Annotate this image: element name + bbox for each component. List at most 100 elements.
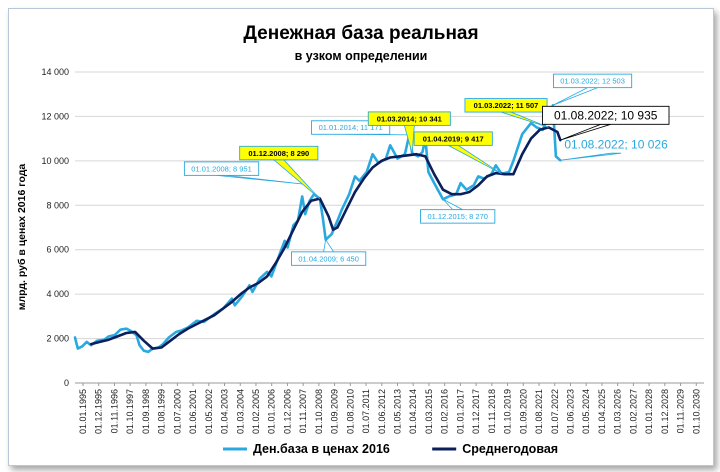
x-tick-label: 01.07.2022 — [550, 389, 560, 434]
annotation-pointer — [272, 159, 321, 200]
x-tick-label: 01.10.2019 — [503, 389, 513, 434]
annotation-box — [183, 161, 260, 176]
x-tick-label: 01.08.2021 — [534, 389, 544, 434]
x-tick-label: 01.11.2029 — [676, 389, 686, 433]
x-tick-label: 01.04.2003 — [220, 389, 230, 434]
annotation-box — [553, 73, 633, 89]
x-tick-label: 01.02.2016 — [440, 389, 450, 434]
annotation-label: 01.01.2014; 11 171 — [319, 123, 383, 132]
x-tick-label: 01.12.2028 — [660, 389, 670, 434]
annotation-label: 01.08.2022; 10 026 — [564, 138, 668, 152]
annotation-pointer — [552, 87, 598, 106]
x-tick-label: 01.06.2012 — [377, 389, 387, 434]
annotation-label: 01.08.2022; 10 935 — [554, 109, 658, 123]
y-tick-label: 14 000 — [41, 67, 69, 77]
chart: Денежная база реальная в узком определен… — [16, 23, 704, 456]
x-tick-label: 01.09.2009 — [330, 389, 340, 434]
legend: Ден.база в ценах 2016 Среднегодовая — [223, 442, 558, 456]
x-tick-label: 01.02.2005 — [251, 389, 261, 434]
x-tick-label: 01.10.1997 — [125, 389, 135, 434]
legend-label: Ден.база в ценах 2016 — [253, 442, 390, 456]
x-tick-label: 01.10.2030 — [691, 389, 701, 434]
annotation-label: 01.01.2008; 8 951 — [191, 164, 251, 173]
annotation: 01.08.2022; 10 935 — [541, 105, 670, 141]
x-tick-label: 01.10.2008 — [314, 389, 324, 434]
x-tick-label: 01.07.2011 — [361, 389, 371, 433]
x-tick-label: 01.05.2024 — [581, 389, 591, 434]
annotation-label: 01.12.2015; 8 270 — [427, 212, 487, 221]
x-tick-label: 01.05.2002 — [204, 389, 214, 434]
annotation-label: 01.04.2019; 9 417 — [423, 134, 484, 143]
annotation: 01.03.2022; 11 507 — [464, 98, 549, 128]
x-tick-label: 01.11.2018 — [487, 389, 497, 433]
annotation-box — [464, 98, 548, 113]
x-tick-label: 01.02.2027 — [628, 389, 638, 434]
y-tick-label: 0 — [64, 378, 69, 388]
x-tick-label: 01.01.1995 — [78, 389, 88, 434]
x-tick-label: 01.09.2020 — [518, 389, 528, 434]
annotation: 01.12.2008; 8 290 — [239, 145, 321, 200]
chart-title: Денежная база реальная — [243, 23, 478, 44]
x-tick-label: 01.08.2010 — [345, 389, 355, 434]
y-tick-label: 8 000 — [46, 200, 69, 210]
y-tick-label: 4 000 — [46, 289, 69, 299]
annotation-pointer — [500, 111, 549, 128]
x-tick-label: 01.01.2028 — [644, 389, 654, 434]
x-tick-label: 01.11.2007 — [298, 389, 308, 433]
annotation-label: 01.03.2022; 11 507 — [474, 101, 539, 110]
annotation-box — [367, 111, 451, 126]
x-axis: 01.01.1995 01.12.1995 01.11.1996 01.10.1997… — [78, 383, 701, 434]
y-axis: 0 2 000 4 000 6 000 8 000 10 000 12 000 14 000 — [41, 67, 69, 388]
x-tick-label: 01.04.2014 — [408, 389, 418, 434]
annotation: 01.03.2022; 12 503 — [552, 73, 633, 106]
x-tick-label: 01.03.2015 — [424, 389, 434, 434]
x-tick-label: 01.06.2023 — [565, 389, 575, 434]
x-tick-label: 01.12.2006 — [282, 389, 292, 434]
grid — [75, 71, 704, 384]
annotation: 01.12.2015; 8 270 — [420, 198, 496, 224]
y-tick-label: 12 000 — [41, 111, 69, 121]
x-tick-label: 01.03.2004 — [235, 389, 245, 434]
x-tick-label: 01.12.2017 — [471, 389, 481, 434]
legend-label: Среднегодовая — [462, 442, 558, 456]
annotation-box — [239, 145, 319, 161]
annotation: 01.04.2009; 6 450 — [291, 238, 367, 266]
x-tick-label: 01.06.2001 — [188, 389, 198, 434]
legend-item: Ден.база в ценах 2016 — [223, 442, 390, 456]
y-tick-label: 2 000 — [46, 334, 69, 344]
y-tick-label: 10 000 — [41, 156, 69, 166]
x-tick-label: 01.04.2025 — [597, 389, 607, 434]
annotation-box — [420, 209, 496, 224]
chart-frame: Денежная база реальная в узком определен… — [8, 8, 714, 466]
x-tick-label: 01.07.2000 — [172, 389, 182, 434]
annotation-box — [291, 251, 367, 266]
annotation-pointer — [216, 174, 304, 185]
annotation: 01.08.2022; 10 026 — [560, 138, 668, 161]
annotation-label: 01.03.2022; 12 503 — [560, 77, 625, 86]
x-tick-label: 01.01.2017 — [455, 389, 465, 434]
annotations: 01.01.2008; 8 951 01.12.2008; 8 290 01.04.… — [183, 73, 670, 266]
annotation-label: 01.03.2014; 10 341 — [377, 114, 442, 123]
annotation-pointer — [442, 198, 463, 211]
annotation-pointer — [448, 144, 502, 175]
annotation-label: 01.12.2008; 8 290 — [248, 149, 309, 158]
x-tick-label: 01.11.1996 — [109, 389, 119, 433]
annotation-pointer — [560, 152, 622, 161]
annotation-label: 01.04.2009; 6 450 — [298, 254, 358, 263]
annotation-box — [413, 131, 493, 146]
x-tick-label: 01.08.1999 — [157, 389, 167, 434]
chart-subtitle: в узком определении — [295, 49, 428, 63]
x-tick-label: 01.01.2006 — [267, 389, 277, 434]
series-line-2 — [89, 126, 562, 350]
x-tick-label: 01.09.1998 — [141, 389, 151, 434]
annotation-pointer — [323, 238, 335, 253]
annotation: 01.03.2014; 10 341 — [367, 111, 451, 154]
x-tick-label: 01.12.1995 — [94, 389, 104, 434]
legend-item: Среднегодовая — [432, 442, 558, 456]
annotation: 01.01.2008; 8 951 — [183, 161, 304, 185]
x-tick-label: 01.03.2026 — [613, 389, 623, 434]
y-tick-label: 6 000 — [46, 245, 69, 255]
y-axis-label: млрд. руб в ценах 2016 года — [16, 164, 28, 311]
x-tick-label: 01.05.2013 — [393, 389, 403, 434]
annotation: 01.04.2019; 9 417 — [413, 131, 502, 175]
